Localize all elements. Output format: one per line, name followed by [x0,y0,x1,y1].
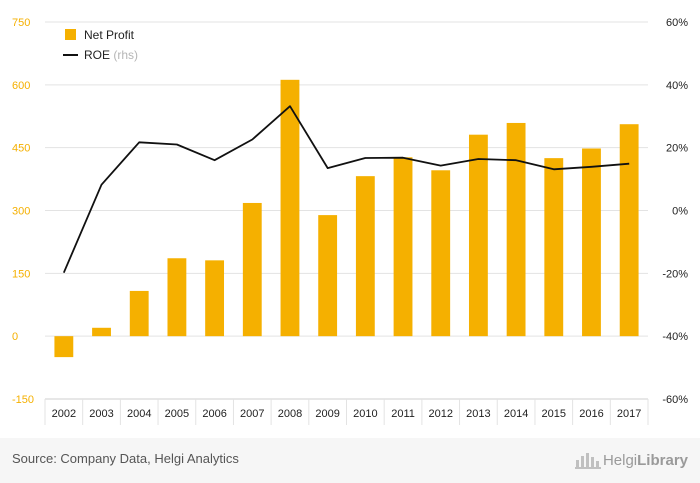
roe-series-line [62,105,630,274]
logo-text-bold: Library [637,451,688,469]
bar-2003 [92,327,111,337]
bar-2011 [393,157,413,337]
left-axis: -150 0 150 300 450 600 750 [12,17,34,406]
bar-2012 [431,170,451,337]
legend-roe-name: ROE [84,48,113,62]
bar-2005 [167,258,187,337]
net-profit-bars [54,79,639,358]
bar-2010 [355,176,375,337]
x-tick-label: 2012 [428,408,452,420]
x-tick-label: 2004 [127,408,151,420]
logo-text-regular: Helgi [602,451,638,469]
bar-2006 [205,260,225,337]
bar-2009 [318,215,338,337]
x-axis: 2002 2003 2004 2005 2006 2007 2008 2009 2010 2011… [44,398,649,425]
left-tick-label: 300 [12,206,30,218]
legend-net-profit-swatch [65,29,76,40]
right-tick-label: 60% [666,17,688,29]
x-tick-label: 2010 [353,408,377,420]
x-tick-label: 2014 [504,408,528,420]
legend-roe-label: ROE (rhs) [84,48,138,62]
bar-2016 [582,148,601,337]
legend-roe-suffix: (rhs) [113,48,138,62]
left-tick-label: -150 [12,394,34,406]
source-text: Source: Company Data, Helgi Analytics [12,451,239,466]
x-tick-label: 2011 [391,408,415,420]
x-tick-label: 2009 [315,408,339,420]
right-tick-label: 0% [672,206,688,218]
x-tick-label: 2008 [278,408,302,420]
right-tick-label: 20% [666,143,688,155]
right-tick-label: -60% [662,394,688,406]
right-tick-label: 40% [666,80,688,92]
bar-2015 [544,158,564,337]
logo-text: HelgiLibrary [603,452,688,469]
bar-2017 [619,124,639,337]
left-tick-label: 450 [12,143,30,155]
x-tick-label: 2016 [579,408,603,420]
left-tick-label: 0 [12,331,18,343]
helgi-library-logo-icon [574,453,601,469]
left-tick-label: 150 [12,268,30,280]
left-tick-label: 600 [12,80,30,92]
bar-2004 [129,290,149,337]
roe-line [62,105,630,274]
right-tick-label: -40% [662,331,688,343]
x-tick-label: 2005 [165,408,189,420]
x-tick-label: 2006 [202,408,226,420]
x-tick-label: 2015 [542,408,566,420]
bar-2008 [280,79,300,337]
x-tick-label: 2013 [466,408,490,420]
bar-2007 [242,202,262,337]
x-tick-label: 2003 [89,408,113,420]
x-tick-label: 2017 [617,408,641,420]
x-tick-label: 2002 [52,408,76,420]
left-tick-label: 750 [12,17,30,29]
combo-chart: -150 0 150 300 450 600 750 -60% -40% -20% 0% 20% 40… [12,17,688,425]
right-tick-label: -20% [662,268,688,280]
legend-net-profit-label: Net Profit [84,28,135,42]
footer: Source: Company Data, Helgi Analytics He… [0,438,700,483]
legend: Net Profit ROE (rhs) [63,28,138,62]
x-tick-label: 2007 [240,408,264,420]
bar-2014 [506,122,526,337]
bar-2002 [54,336,74,358]
helgi-library-logo: HelgiLibrary [574,448,688,472]
right-axis: -60% -40% -20% 0% 20% 40% 60% [662,17,688,406]
bar-2013 [468,134,488,337]
